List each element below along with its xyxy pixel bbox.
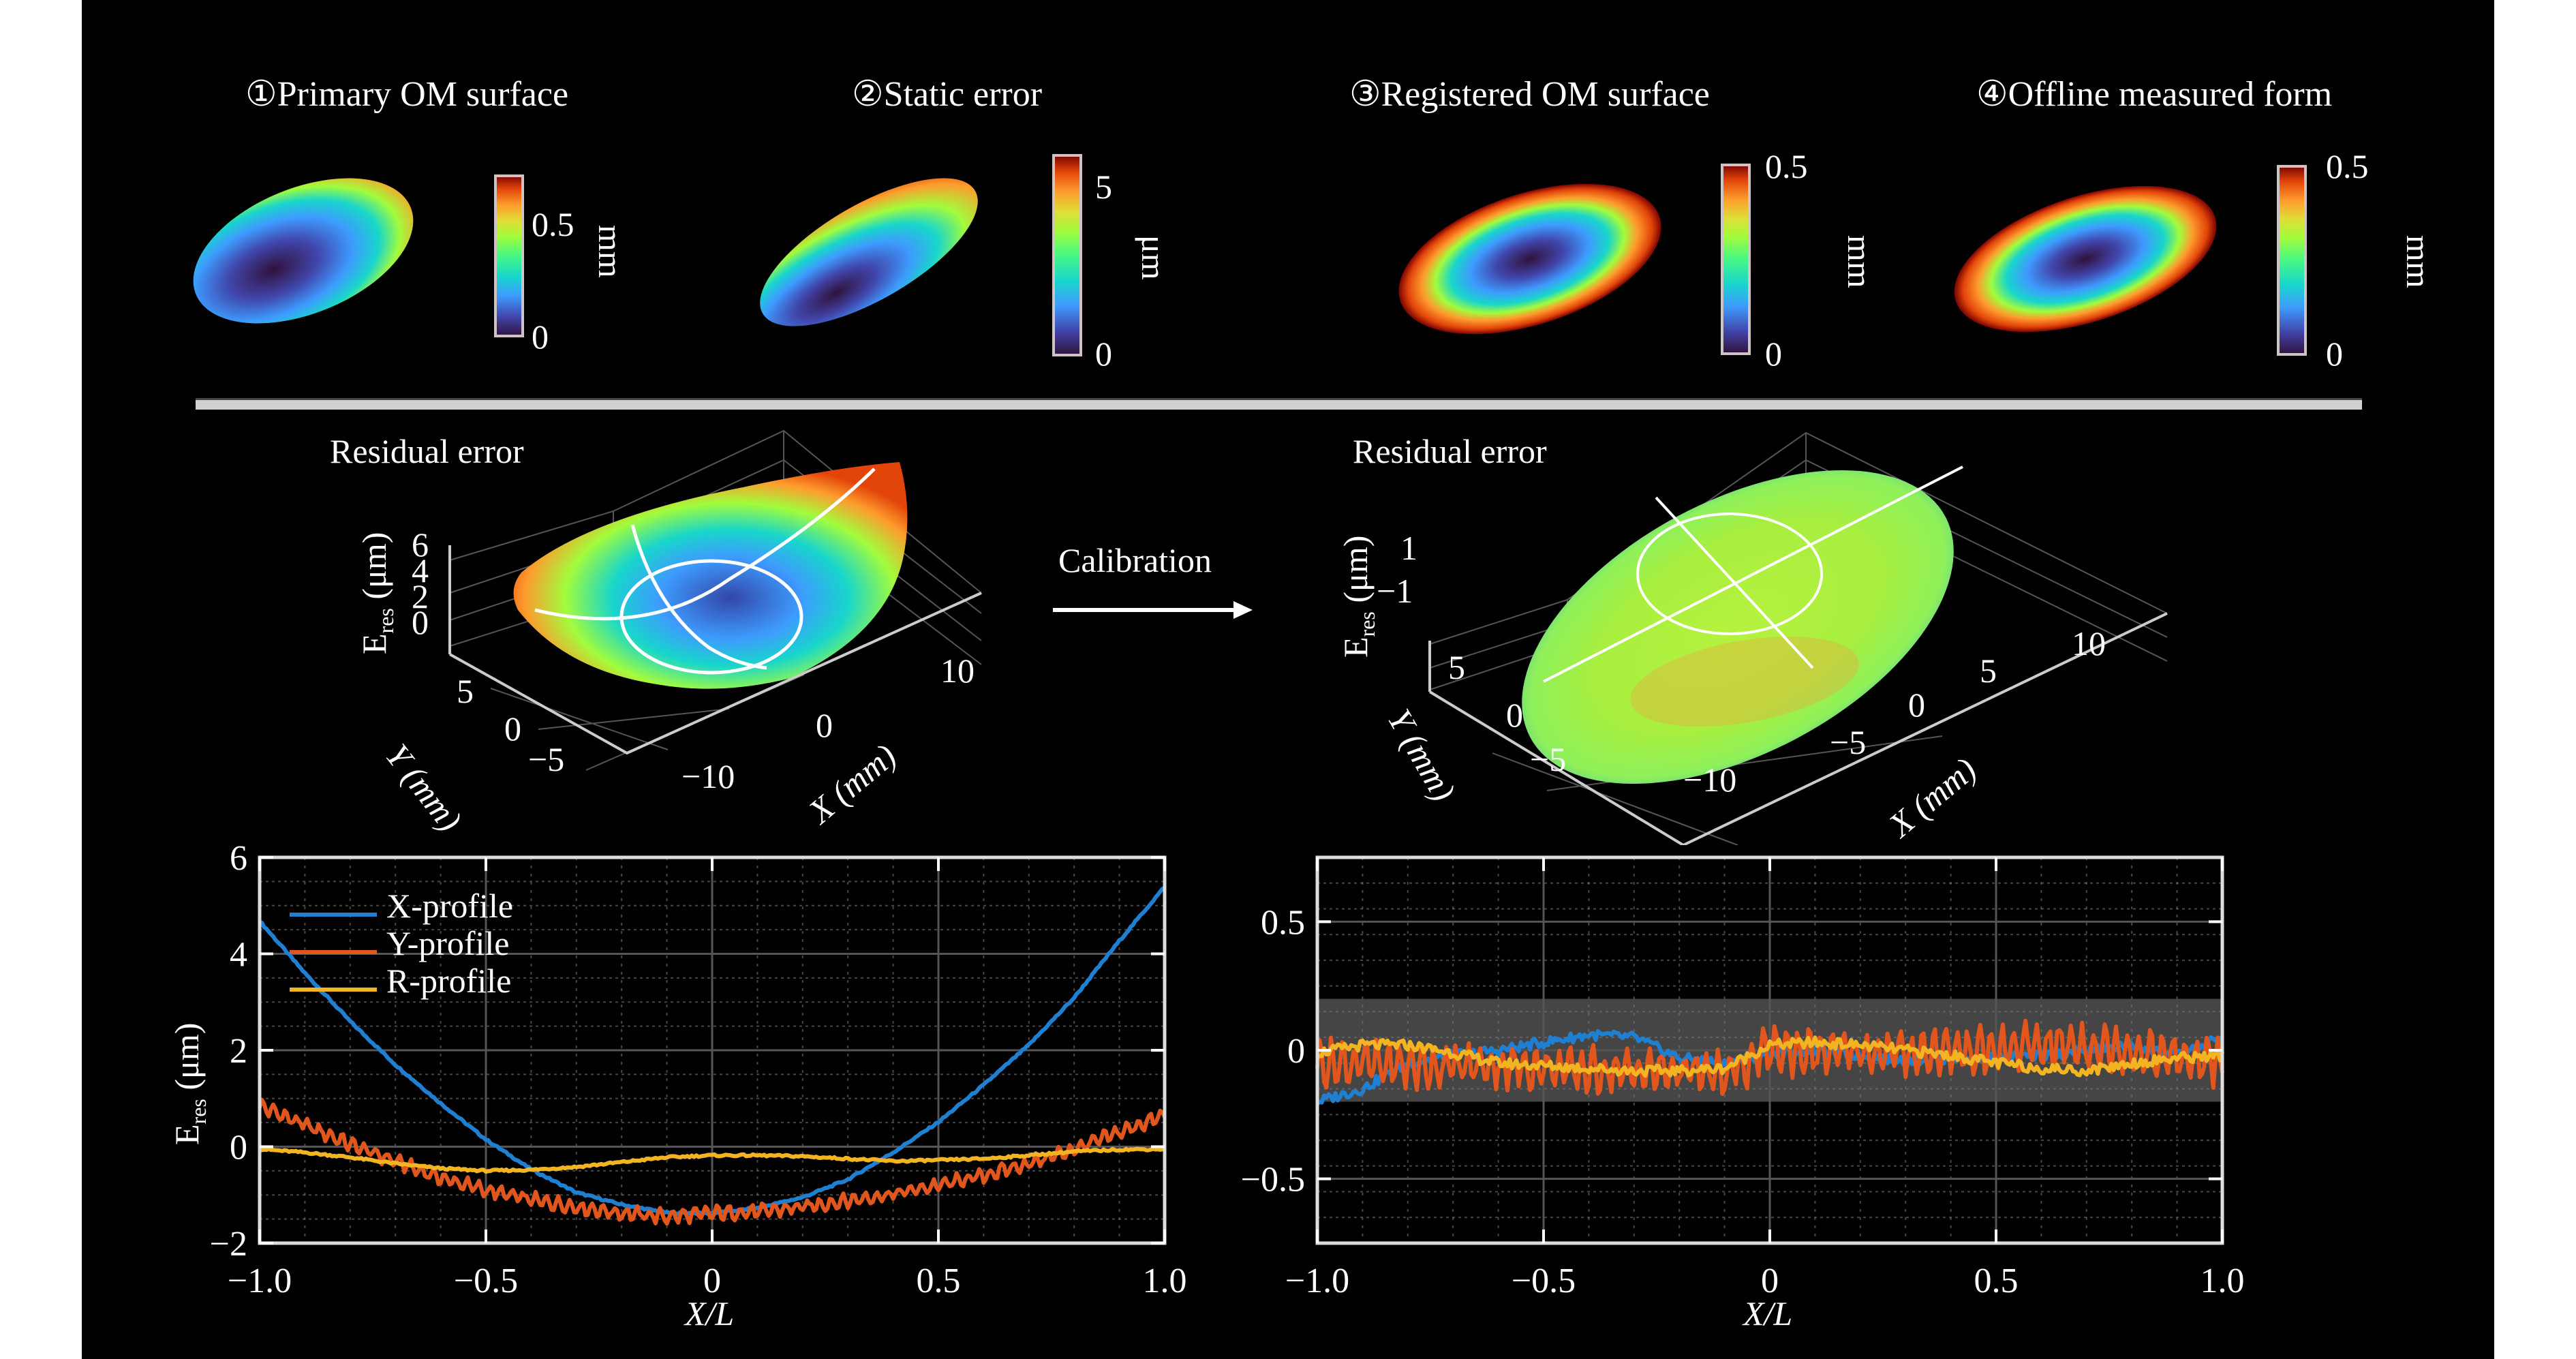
- colorbar-registered-om: [1721, 164, 1751, 355]
- left-chart-ylabel-sub: res: [186, 1099, 211, 1125]
- right3d-ztick-1: 1: [1400, 529, 1417, 567]
- residual-error-title-before: Residual error: [330, 432, 524, 470]
- left-chart-ylabel-unit: (μm): [168, 1022, 206, 1099]
- right3d-ytick-5: 5: [1448, 648, 1465, 686]
- colorbar-static-error: [1052, 154, 1082, 356]
- residual-error-title-after: Residual error: [1353, 432, 1547, 470]
- left3d-xtick-neg10: −10: [681, 757, 735, 795]
- right-3d-axes: [1428, 612, 2168, 845]
- left-3d-axes: [448, 545, 982, 755]
- y-tick-label: 2: [230, 1032, 247, 1071]
- panel-title-static-error: ②Static error: [852, 75, 1043, 114]
- registered-om-surface: [1398, 183, 1661, 335]
- right-chart-xlabel: X/L: [1743, 1294, 1793, 1332]
- top-surfaces: [193, 154, 2307, 356]
- y-tick-label: 6: [230, 839, 247, 878]
- calibration-label: Calibration: [1058, 541, 1212, 579]
- cbar4-tick-high: 0.5: [2326, 147, 2369, 185]
- x-tick-label: 1.0: [2201, 1262, 2245, 1300]
- legend-item-r-profile: R-profile: [290, 961, 511, 1001]
- x-tick-label: 0: [703, 1262, 721, 1300]
- left3d-xtick-0: 0: [816, 706, 833, 744]
- left3d-ztick-2: 2: [412, 577, 429, 615]
- cbar3-tick-high: 0.5: [1765, 147, 1808, 185]
- right-profile-lines: [1543, 465, 1963, 683]
- x-tick-label: 0.5: [917, 1262, 961, 1300]
- right3d-xtick-0: 0: [1908, 686, 1925, 724]
- left-chart-ylabel: Eres (μm): [167, 1023, 211, 1145]
- series-line-x-profile: [258, 885, 1166, 1216]
- legend-swatch-y: [290, 950, 377, 955]
- primary-om-surface: [193, 178, 414, 324]
- series-line-y-profile: [1315, 1018, 2224, 1096]
- right-surface-warm-patch: [1630, 636, 1859, 727]
- offline-form-surface: [1954, 185, 2217, 333]
- cbar4-tick-low: 0: [2326, 335, 2343, 373]
- right3d-ztick-neg1: −1: [1377, 572, 1413, 610]
- colorbar-primary-om: [494, 174, 524, 337]
- cbar1-tick-low: 0: [532, 318, 549, 356]
- left3d-ztick-0: 0: [412, 603, 429, 641]
- left-profile-lines: [534, 468, 876, 675]
- series-line-y-profile: [258, 1097, 1167, 1226]
- legend-item-y-profile: Y-profile: [290, 923, 510, 963]
- legend-swatch-r: [290, 988, 377, 992]
- right3d-ytick-neg5: −5: [1530, 740, 1567, 778]
- right3d-xtick-5: 5: [1980, 652, 1997, 690]
- residual-3d-plots: [448, 429, 2168, 845]
- y-tick-label: 4: [230, 936, 247, 975]
- right-residual-surface: [1522, 470, 1954, 784]
- x-tick-label: 0: [1761, 1262, 1779, 1300]
- right3d-xtick-neg5: −5: [1830, 723, 1867, 761]
- cbar1-tick-high: 0.5: [532, 205, 574, 243]
- x-tick-label: 1.0: [1143, 1262, 1187, 1300]
- cbar2-tick-high: 5: [1095, 168, 1112, 206]
- left3d-ytick-5: 5: [457, 672, 474, 710]
- right3d-xtick-10: 10: [2072, 624, 2106, 662]
- series-line-r-profile: [1316, 1035, 2224, 1078]
- section-separator: [196, 398, 2362, 410]
- right3d-xtick-neg10: −10: [1683, 761, 1737, 799]
- y-tick-label: 0: [230, 1129, 247, 1167]
- x-tick-label: 0.5: [1974, 1262, 2019, 1300]
- x-tick-label: −1.0: [228, 1262, 292, 1300]
- y-tick-label: 0.5: [1261, 903, 1305, 942]
- left3d-ztick-4: 4: [412, 551, 429, 590]
- y-tick-label: −0.5: [1241, 1161, 1305, 1200]
- cbar2-tick-low: 0: [1095, 335, 1112, 373]
- left-chart-ylabel-main: E: [168, 1124, 206, 1145]
- y-tick-label: −2: [210, 1225, 247, 1264]
- calibration-arrow-icon: [1053, 601, 1253, 619]
- left3d-ytick-neg5: −5: [528, 740, 565, 778]
- colorbar-offline-form: [2277, 165, 2307, 356]
- right3d-ytick-0: 0: [1506, 696, 1523, 734]
- cbar3-tick-low: 0: [1765, 335, 1782, 373]
- x-tick-label: −0.5: [1512, 1262, 1576, 1300]
- left3d-ztick-6: 6: [412, 525, 429, 564]
- legend-swatch-x: [290, 913, 377, 917]
- static-error-surface: [760, 178, 978, 326]
- panel-title-offline-form: ④Offline measured form: [1976, 75, 2333, 114]
- left3d-xtick-10: 10: [940, 652, 975, 690]
- x-tick-label: −0.5: [454, 1262, 518, 1300]
- left-chart-xlabel: X/L: [685, 1294, 735, 1332]
- left3d-ytick-0: 0: [504, 709, 521, 748]
- panel-title-primary-om: ①Primary OM surface: [245, 75, 569, 114]
- left-residual-surface: [513, 462, 908, 689]
- panel-title-registered-om: ③Registered OM surface: [1349, 75, 1710, 114]
- legend-item-x-profile: X-profile: [290, 886, 513, 926]
- series-line-r-profile: [259, 1146, 1166, 1174]
- y-tick-label: 0: [1287, 1032, 1305, 1071]
- x-tick-label: −1.0: [1285, 1262, 1349, 1300]
